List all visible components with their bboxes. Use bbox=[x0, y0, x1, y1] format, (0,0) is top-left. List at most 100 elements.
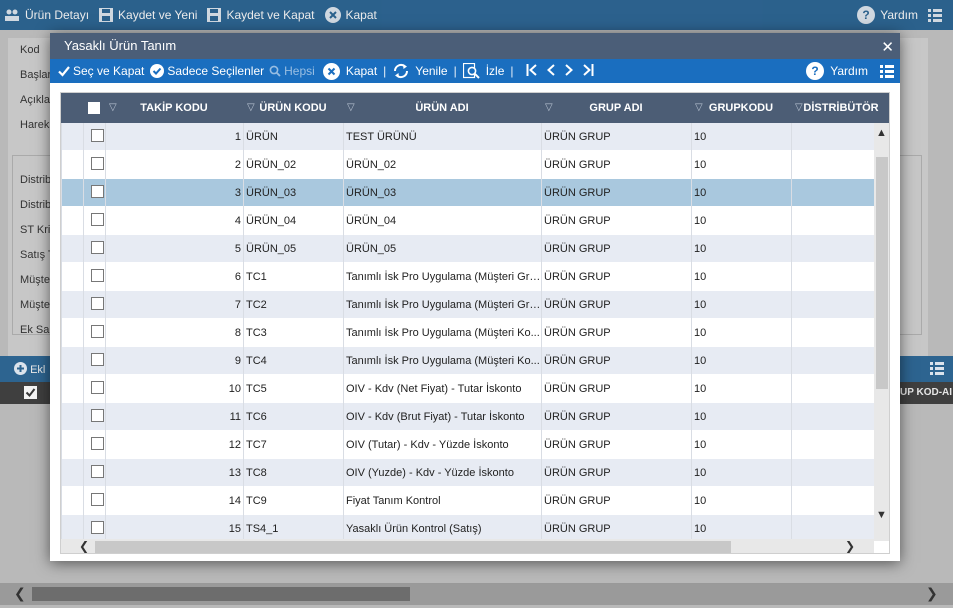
table-row[interactable]: 5 ÜRÜN_05 ÜRÜN_05 ÜRÜN GRUP 10 bbox=[61, 235, 874, 263]
row-checkbox[interactable] bbox=[83, 347, 105, 375]
row-checkbox[interactable] bbox=[83, 235, 105, 263]
col-header-urun-adi[interactable]: ▽ ÜRÜN ADI bbox=[343, 93, 541, 123]
cell-grupkodu: 10 bbox=[691, 375, 791, 403]
add-button[interactable]: Ekl bbox=[14, 362, 45, 376]
first-page-icon[interactable] bbox=[526, 63, 538, 79]
row-select-checkbox[interactable] bbox=[91, 325, 104, 338]
row-select-checkbox[interactable] bbox=[91, 437, 104, 450]
table-row[interactable]: 4 ÜRÜN_04 ÜRÜN_04 ÜRÜN GRUP 10 bbox=[61, 207, 874, 235]
row-checkbox[interactable] bbox=[83, 123, 105, 151]
bg-list-menu-icon[interactable] bbox=[930, 361, 944, 378]
all-button[interactable]: Hepsi bbox=[269, 64, 315, 78]
filter-icon[interactable]: ▽ bbox=[347, 102, 355, 113]
chevron-right-icon[interactable]: ❯ bbox=[926, 585, 938, 601]
col-header-grupkodu[interactable]: ▽ GRUPKODU bbox=[691, 93, 791, 123]
grid-body: 1 ÜRÜN TEST ÜRÜNÜ ÜRÜN GRUP 10 2 ÜRÜN_02 ÜRÜN_0… bbox=[61, 123, 874, 541]
row-select-checkbox[interactable] bbox=[91, 269, 104, 282]
chevron-up-icon[interactable]: ▲ bbox=[876, 127, 887, 139]
table-row[interactable]: 3 ÜRÜN_03 ÜRÜN_03 ÜRÜN GRUP 10 bbox=[61, 179, 874, 207]
help-button[interactable]: ? Yardım bbox=[857, 6, 918, 24]
list-menu-icon[interactable] bbox=[880, 64, 894, 78]
bg-check-all-icon[interactable] bbox=[24, 386, 37, 402]
next-page-icon[interactable] bbox=[564, 63, 574, 79]
filter-icon[interactable]: ▽ bbox=[795, 102, 803, 113]
table-row[interactable]: 10 TC5 OIV - Kdv (Net Fiyat) - Tutar İskon… bbox=[61, 375, 874, 403]
row-select-checkbox[interactable] bbox=[91, 465, 104, 478]
table-row[interactable]: 1 ÜRÜN TEST ÜRÜNÜ ÜRÜN GRUP 10 bbox=[61, 123, 874, 151]
menu-button[interactable] bbox=[928, 8, 947, 22]
chevron-down-icon[interactable]: ▼ bbox=[876, 509, 887, 521]
cell-urun-kodu: ÜRÜN_03 bbox=[243, 179, 343, 207]
row-checkbox[interactable] bbox=[83, 179, 105, 207]
table-row[interactable]: 7 TC2 Tanımlı İsk Pro Uygulama (Müşteri Gr… bbox=[61, 291, 874, 319]
row-checkbox[interactable] bbox=[83, 291, 105, 319]
dialog-close-button[interactable]: Kapat bbox=[322, 62, 377, 80]
save-close-button[interactable]: Kaydet ve Kapat bbox=[207, 8, 315, 22]
row-select-checkbox[interactable] bbox=[91, 493, 104, 506]
row-checkbox[interactable] bbox=[83, 431, 105, 459]
row-select-checkbox[interactable] bbox=[91, 353, 104, 366]
row-checkbox[interactable] bbox=[83, 207, 105, 235]
only-selected-button[interactable]: Sadece Seçilenler bbox=[150, 64, 264, 78]
row-select-checkbox[interactable] bbox=[91, 241, 104, 254]
row-checkbox[interactable] bbox=[83, 319, 105, 347]
grid-vertical-scrollbar[interactable]: ▲ ▼ bbox=[874, 123, 889, 541]
table-row[interactable]: 13 TC8 OIV (Yuzde) - Kdv - Yüzde İskonto ÜR… bbox=[61, 459, 874, 487]
close-button[interactable]: Kapat bbox=[324, 7, 377, 23]
table-row[interactable]: 11 TC6 OIV - Kdv (Brut Fiyat) - Tutar İsko… bbox=[61, 403, 874, 431]
table-row[interactable]: 6 TC1 Tanımlı İsk Pro Uygulama (Müşteri Gr… bbox=[61, 263, 874, 291]
row-checkbox[interactable] bbox=[83, 375, 105, 403]
grid-horizontal-scrollbar[interactable]: ❮ ❯ bbox=[61, 539, 874, 553]
filter-icon[interactable]: ▽ bbox=[545, 102, 553, 113]
row-checkbox[interactable] bbox=[83, 515, 105, 541]
row-select-checkbox[interactable] bbox=[91, 381, 104, 394]
row-checkbox[interactable] bbox=[83, 459, 105, 487]
table-row[interactable]: 15 TS4_1 Yasaklı Ürün Kontrol (Satış) ÜRÜN … bbox=[61, 515, 874, 541]
product-detail-button[interactable]: Ürün Detayı bbox=[4, 8, 89, 22]
cell-distributor bbox=[791, 235, 874, 263]
cell-takip-kodu: 6 bbox=[105, 263, 243, 291]
refresh-button[interactable]: Yenile bbox=[392, 63, 448, 79]
last-page-icon[interactable] bbox=[582, 63, 594, 79]
row-checkbox[interactable] bbox=[83, 403, 105, 431]
cell-distributor bbox=[791, 431, 874, 459]
col-header-urun-kodu[interactable]: ▽ ÜRÜN KODU bbox=[243, 93, 343, 123]
table-row[interactable]: 14 TC9 Fiyat Tanım Kontrol ÜRÜN GRUP 10 bbox=[61, 487, 874, 515]
filter-icon[interactable]: ▽ bbox=[695, 102, 703, 113]
row-checkbox[interactable] bbox=[83, 263, 105, 291]
col-header-takip-kodu[interactable]: ▽ TAKİP KODU bbox=[105, 93, 243, 123]
row-select-checkbox[interactable] bbox=[91, 297, 104, 310]
table-row[interactable]: 12 TC7 OIV (Tutar) - Kdv - Yüzde İskonto ÜR… bbox=[61, 431, 874, 459]
background-hscroll[interactable]: ❮ ❯ bbox=[0, 583, 953, 605]
table-row[interactable]: 2 ÜRÜN_02 ÜRÜN_02 ÜRÜN GRUP 10 bbox=[61, 151, 874, 179]
row-select-checkbox[interactable] bbox=[91, 129, 104, 142]
dialog-help-button[interactable]: ? Yardım bbox=[806, 62, 868, 80]
chevron-left-icon[interactable]: ❮ bbox=[79, 539, 90, 553]
row-select-checkbox[interactable] bbox=[91, 213, 104, 226]
previous-page-icon[interactable] bbox=[546, 63, 556, 79]
select-all-checkbox[interactable] bbox=[83, 93, 105, 123]
cell-grup-adi: ÜRÜN GRUP bbox=[541, 235, 691, 263]
row-select-checkbox[interactable] bbox=[91, 521, 104, 534]
cell-distributor bbox=[791, 151, 874, 179]
horizontal-scroll-thumb[interactable] bbox=[95, 541, 731, 553]
dialog-close-icon[interactable]: ✕ bbox=[881, 39, 894, 56]
col-header-distributor[interactable]: ▽ DİSTRİBÜTÖR bbox=[791, 93, 889, 123]
table-row[interactable]: 9 TC4 Tanımlı İsk Pro Uygulama (Müşteri Ko… bbox=[61, 347, 874, 375]
table-row[interactable]: 8 TC3 Tanımlı İsk Pro Uygulama (Müşteri Ko… bbox=[61, 319, 874, 347]
background-hscroll-thumb[interactable] bbox=[32, 587, 410, 601]
select-close-button[interactable]: Seç ve Kapat bbox=[58, 64, 144, 78]
watch-button[interactable]: İzle bbox=[462, 63, 504, 79]
row-checkbox[interactable] bbox=[83, 151, 105, 179]
filter-icon[interactable]: ▽ bbox=[109, 102, 117, 113]
row-select-checkbox[interactable] bbox=[91, 185, 104, 198]
filter-icon[interactable]: ▽ bbox=[247, 102, 255, 113]
chevron-right-icon[interactable]: ❯ bbox=[845, 539, 856, 553]
row-select-checkbox[interactable] bbox=[91, 157, 104, 170]
row-select-checkbox[interactable] bbox=[91, 409, 104, 422]
row-checkbox[interactable] bbox=[83, 487, 105, 515]
vertical-scroll-thumb[interactable] bbox=[876, 157, 888, 389]
chevron-left-icon[interactable]: ❮ bbox=[14, 585, 26, 601]
save-new-button[interactable]: Kaydet ve Yeni bbox=[99, 8, 197, 22]
col-header-grup-adi[interactable]: ▽ GRUP ADI bbox=[541, 93, 691, 123]
